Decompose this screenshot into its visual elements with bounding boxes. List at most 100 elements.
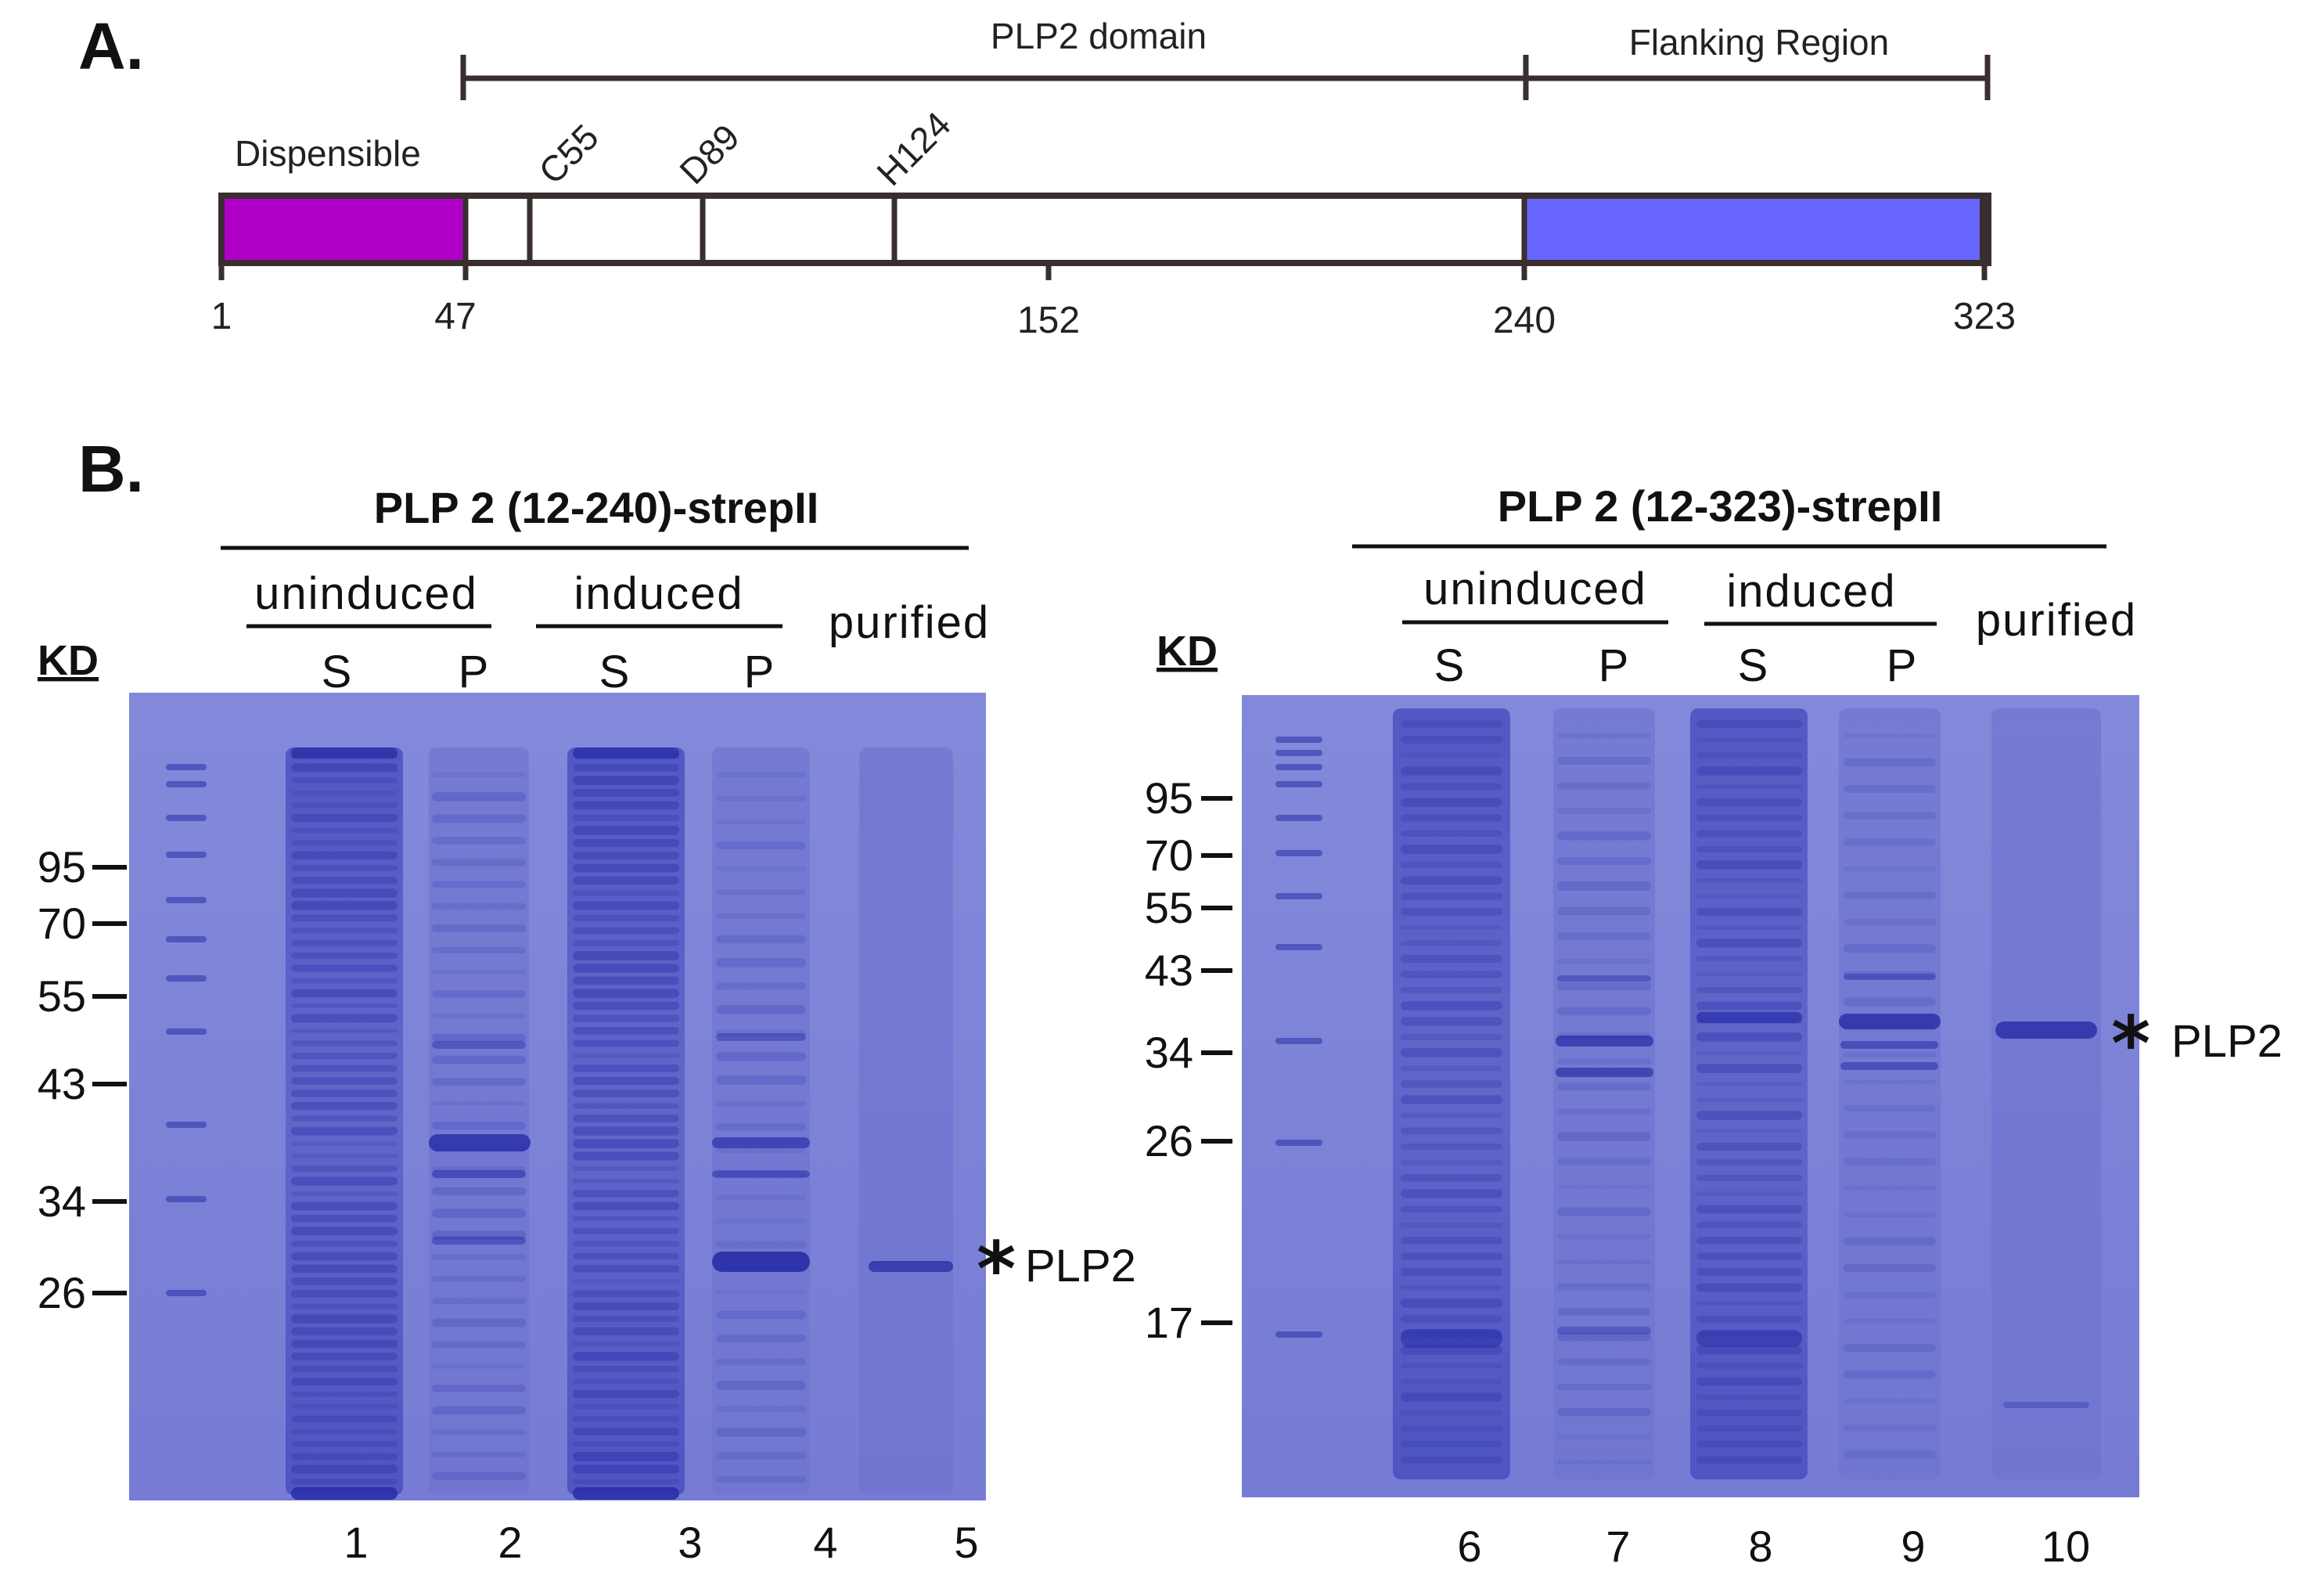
right-gel-lanes [1275,708,2101,1479]
lane-9-band [1840,1041,1938,1049]
lane-8-band [1696,845,1802,853]
lane-1-band [291,1064,398,1072]
lane-8-band [1696,1032,1802,1042]
lane-3-band [573,927,679,935]
lane-9-band [1844,1131,1936,1139]
lane-4-band [716,1310,806,1320]
lane-6-band [1401,971,1502,978]
lane-7-band [1557,906,1651,916]
lane-6-band [1401,1001,1502,1010]
lane-number-3: 3 [678,1518,702,1567]
lane-3-band [573,1279,679,1284]
lane-4-band [716,1358,806,1366]
lane-9-band [1844,1291,1936,1299]
lane-1-band [291,1277,398,1285]
lane-6-band [1401,1080,1502,1088]
left-uninduced-label: uninduced [254,568,478,619]
right-p-label-1: P [1599,640,1629,691]
lane-1-band [291,1227,398,1236]
lane-1-band [291,964,398,972]
lane-3-band [573,1064,679,1072]
lane-3-band [573,1403,679,1410]
lane-8-band [1696,878,1802,883]
lane-7-band [1557,1327,1651,1335]
lane-2-band [432,1451,526,1457]
lane-2-band [432,1033,526,1043]
tick-label-47: 47 [434,296,476,337]
lane-9-band [1844,971,1936,980]
tick-label-152: 152 [1017,300,1080,341]
left-purified-label: purified [829,597,990,648]
left-marker-lane-band [166,897,207,903]
lane-1-band [291,989,398,998]
lane-6-band [1401,1065,1502,1072]
right-kd-label: KD [1157,628,1218,675]
left-marker-lane-band [166,975,207,982]
lane-8-band [1696,1050,1802,1055]
lane-8-band [1696,1394,1802,1400]
lane-4-band [716,1428,806,1437]
lane-6-smear [1393,708,1510,1479]
lane-6-band [1401,1456,1502,1464]
lane-5-band [869,1261,953,1272]
lane-2-band [432,1078,526,1086]
lane-1-band [291,1377,398,1386]
lane-1-band [291,1191,398,1196]
lane-8-band [1696,1012,1802,1023]
lane-7-band [1557,782,1651,790]
lane-1-band [291,1403,398,1410]
lane-4-band [712,1170,810,1178]
right-marker-lane-band [1275,1038,1322,1044]
right-marker-label: 17 [1145,1298,1193,1347]
lane-3-band [573,1165,679,1172]
lane-7-band [1557,1058,1651,1064]
lane-1-band [291,1077,398,1085]
lane-2-band [432,1055,526,1064]
right-uninduced-label: uninduced [1423,564,1647,614]
lane-2-band [432,1014,526,1018]
lane-8-smear [1690,708,1808,1479]
lane-8-band [1696,1409,1802,1417]
lane-7-band [1557,1358,1651,1366]
lane-3-band [573,951,679,960]
lane-1-band [291,1464,398,1474]
left-marker-lane-band [166,764,207,770]
left-kd-label: KD [38,637,99,684]
lane-1-band [291,1290,398,1298]
lane-9-band [1844,812,1936,820]
lane-1-band [291,851,398,860]
lane-8-band [1696,1425,1802,1432]
lane-7-band [1556,1036,1653,1046]
lane-6-band [1401,1112,1502,1119]
lane-6-band [1401,1299,1502,1308]
lane-5-smear [859,747,953,1495]
lane-10-smear [1991,708,2101,1479]
lane-2-band [432,773,526,777]
lane-4-band [716,889,806,895]
lane-4-band [716,1005,806,1014]
lane-6-band [1401,1440,1502,1448]
lane-7-band [1557,756,1651,765]
dispensible-label: Dispensible [235,133,421,174]
lane-7-smear [1553,708,1655,1479]
lane-9-band [1844,892,1936,899]
right-purified-label: purified [1976,595,2137,646]
lane-3-band [573,1115,679,1122]
lane-2-band [432,1364,526,1369]
lane-4-band [716,1289,806,1294]
lane-2-band [429,1134,531,1151]
lane-3-band [573,915,679,921]
residue-label-h124: H124 [869,104,959,194]
lane-1-band [291,1154,398,1158]
lane-3-band [573,1352,679,1361]
lane-9-band [1844,1263,1936,1273]
lane-3-band [573,1014,679,1022]
lane-6-band [1401,720,1502,728]
flank-label: Flanking Region [1629,22,1889,63]
lane-number-8: 8 [1748,1522,1772,1571]
lane-7-band [1557,1108,1651,1115]
lane-4-band [716,1194,806,1201]
lane-3-band [573,1342,679,1346]
left-marker-lane-band [166,1028,207,1035]
lane-1-band [291,1339,398,1349]
